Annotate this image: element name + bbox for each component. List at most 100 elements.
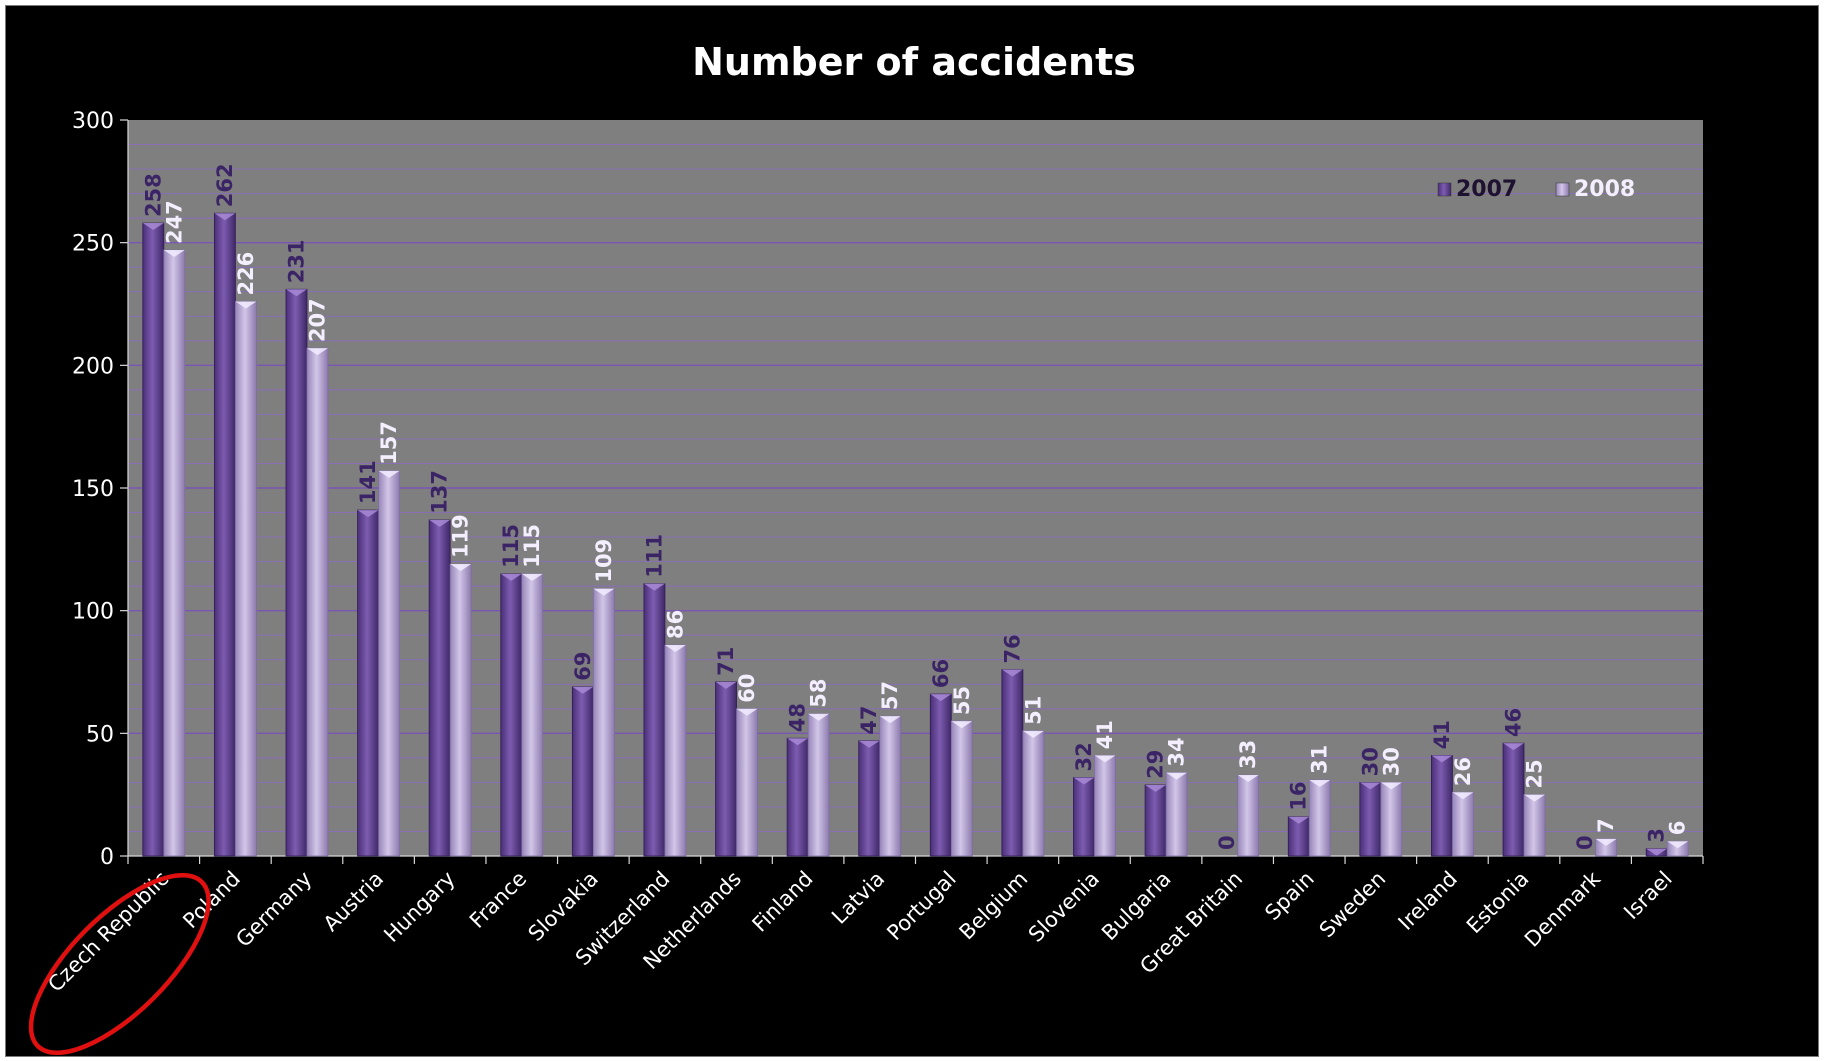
bar-cap bbox=[214, 213, 236, 221]
bar-cap bbox=[378, 470, 400, 478]
chart-title: Number of accidents bbox=[692, 40, 1136, 84]
bar-body bbox=[1001, 669, 1024, 857]
data-label: 111 bbox=[642, 534, 666, 578]
bar-cap bbox=[1359, 782, 1381, 790]
bar-2008-latvia bbox=[879, 715, 902, 857]
y-tick-label: 0 bbox=[100, 845, 114, 870]
bar-body bbox=[378, 470, 400, 857]
bar-2008-belgium bbox=[1022, 730, 1045, 857]
legend-swatch bbox=[1437, 182, 1452, 197]
bar-cap bbox=[1094, 755, 1116, 763]
data-label: 3 bbox=[1645, 828, 1669, 843]
bar-cap bbox=[285, 289, 307, 297]
bar-cap bbox=[1667, 841, 1689, 849]
bar-body bbox=[1308, 779, 1331, 857]
y-tick-label: 150 bbox=[72, 477, 114, 502]
data-label: 30 bbox=[1379, 747, 1403, 776]
bar-cap bbox=[858, 740, 880, 748]
bar-cap bbox=[142, 223, 164, 231]
data-label: 115 bbox=[499, 524, 523, 568]
bar-cap bbox=[1145, 784, 1167, 792]
bar-cap bbox=[1166, 772, 1188, 780]
highlight-ellipse bbox=[28, 872, 211, 1056]
legend-item-2008: 2008 bbox=[1555, 177, 1635, 202]
bar-body bbox=[1073, 777, 1095, 857]
legend-swatch bbox=[1555, 182, 1570, 197]
x-tick-label: Sweden bbox=[1315, 867, 1391, 943]
bar-2007-slovenia bbox=[1073, 777, 1095, 857]
bar-2008-hungary bbox=[449, 563, 472, 857]
bar-body bbox=[571, 686, 594, 857]
bar-cap bbox=[429, 519, 451, 527]
x-tick-label: Hungary bbox=[379, 867, 459, 947]
data-label: 231 bbox=[284, 239, 308, 283]
data-label: 157 bbox=[377, 421, 401, 465]
bar-cap bbox=[736, 708, 758, 716]
bar-cap bbox=[1646, 848, 1668, 856]
bar-2007-israel bbox=[1645, 848, 1668, 857]
bar-2007-latvia bbox=[858, 740, 881, 857]
bar-cap bbox=[593, 588, 615, 596]
data-label: 71 bbox=[714, 647, 738, 676]
data-label: 48 bbox=[786, 703, 810, 732]
legend-label: 2007 bbox=[1456, 177, 1517, 202]
x-tick-label: Austria bbox=[319, 867, 388, 936]
bar-cap bbox=[1503, 743, 1525, 751]
bar-body bbox=[786, 737, 809, 857]
bar-cap bbox=[163, 250, 185, 258]
bar-cap bbox=[450, 564, 472, 572]
data-label: 258 bbox=[141, 173, 165, 217]
y-tick-label: 300 bbox=[72, 109, 114, 134]
bar-body bbox=[163, 249, 186, 857]
bar-2008-great-britain bbox=[1237, 774, 1260, 857]
data-label: 26 bbox=[1451, 757, 1475, 786]
bar-cap bbox=[664, 645, 686, 653]
bar-body bbox=[643, 583, 666, 857]
bar-2007-finland bbox=[786, 737, 809, 857]
bar-2008-france bbox=[521, 573, 544, 857]
bar-2008-ireland bbox=[1452, 791, 1474, 857]
bar-cap bbox=[521, 573, 543, 581]
legend-item-2007: 2007 bbox=[1437, 177, 1517, 202]
bar-body bbox=[664, 644, 687, 857]
bar-2008-finland bbox=[807, 713, 830, 857]
data-label: 119 bbox=[449, 514, 473, 558]
bar-2008-estonia bbox=[1523, 794, 1546, 857]
data-label: 115 bbox=[520, 524, 544, 568]
bar-body bbox=[1094, 755, 1116, 857]
data-label: 0 bbox=[1573, 835, 1597, 850]
bar-cap bbox=[1022, 730, 1044, 738]
bar-cap bbox=[951, 721, 973, 729]
bar-cap bbox=[1309, 779, 1331, 787]
data-label: 16 bbox=[1287, 782, 1311, 811]
bar-body bbox=[285, 288, 308, 857]
x-tick-label: Czech Republic bbox=[43, 867, 173, 997]
legend-label: 2008 bbox=[1574, 177, 1635, 202]
bar-2007-france bbox=[500, 573, 523, 857]
bar-2007-switzerland bbox=[643, 583, 666, 857]
data-label: 6 bbox=[1666, 821, 1690, 836]
data-label: 7 bbox=[1594, 818, 1618, 833]
data-label: 25 bbox=[1523, 759, 1547, 788]
bar-2007-germany bbox=[285, 288, 308, 857]
bar-body bbox=[879, 715, 902, 857]
data-label: 55 bbox=[950, 686, 974, 715]
x-tick-label: France bbox=[465, 867, 531, 933]
bar-cap bbox=[235, 301, 257, 309]
bar-cap bbox=[1237, 775, 1259, 783]
bar-2008-poland bbox=[234, 301, 257, 857]
bar-2007-netherlands bbox=[715, 681, 737, 857]
data-label: 34 bbox=[1165, 737, 1189, 766]
bar-2008-spain bbox=[1308, 779, 1331, 857]
bar-body bbox=[213, 212, 236, 857]
bar-body bbox=[715, 681, 737, 857]
bar-body bbox=[234, 301, 257, 857]
bar-cap bbox=[357, 510, 379, 518]
x-tick-label: Denmark bbox=[1520, 866, 1606, 952]
bar-body bbox=[592, 588, 615, 857]
bar-2008-austria bbox=[378, 470, 400, 857]
bar-body bbox=[1452, 791, 1474, 857]
data-label: 69 bbox=[571, 651, 595, 680]
data-label: 262 bbox=[213, 163, 237, 207]
